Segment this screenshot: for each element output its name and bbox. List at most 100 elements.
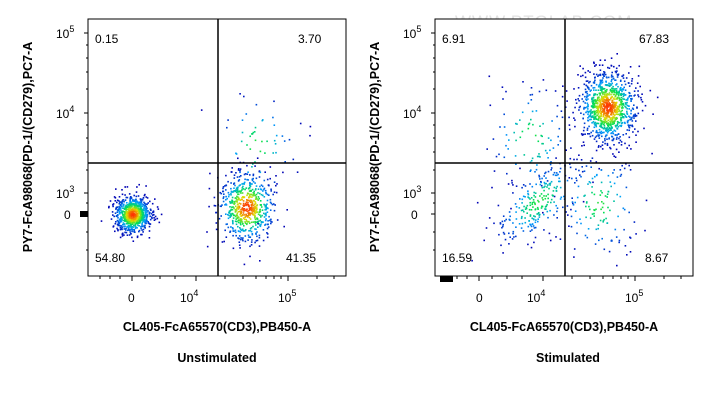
event-dot — [608, 67, 611, 69]
event-dot — [598, 100, 601, 102]
x-tick-label: 104 — [180, 288, 198, 305]
event-dot — [587, 133, 589, 135]
x-axis-title-stimulated: CL405-FcA65570(CD3),PB450-A — [470, 320, 658, 334]
event-dot — [497, 204, 500, 207]
event-dot — [531, 185, 534, 188]
event-dot — [531, 217, 533, 220]
event-dot — [569, 128, 571, 131]
event-dot — [606, 110, 609, 112]
event-dot — [593, 110, 595, 113]
event-dot — [275, 184, 277, 187]
event-dot — [555, 236, 557, 238]
event-dot — [130, 224, 132, 226]
event-dot — [253, 211, 256, 214]
event-dot — [252, 131, 255, 134]
event-dot — [553, 186, 556, 189]
event-dot — [242, 239, 244, 242]
event-dot — [309, 134, 311, 137]
event-dot — [518, 223, 521, 225]
event-dot — [612, 172, 614, 174]
event-dot — [605, 96, 607, 99]
event-dot — [136, 213, 138, 215]
event-dot — [156, 217, 159, 220]
event-dot — [252, 163, 254, 165]
event-dot — [582, 93, 584, 96]
event-dot — [606, 100, 608, 102]
event-dot — [145, 185, 147, 187]
event-dot — [486, 148, 488, 150]
event-dot — [607, 174, 610, 177]
event-dot — [132, 208, 135, 210]
event-dot — [603, 88, 606, 90]
event-dot — [253, 210, 256, 213]
event-dot — [252, 209, 255, 212]
event-dot — [230, 214, 232, 216]
event-dot — [237, 225, 239, 228]
event-dot — [250, 221, 253, 224]
event-dot — [244, 235, 247, 237]
event-dot — [593, 114, 596, 116]
event-dot — [236, 217, 239, 219]
event-dot — [587, 117, 589, 119]
event-dot — [255, 193, 258, 196]
event-dot — [138, 209, 141, 212]
event-dot — [130, 211, 132, 213]
event-dot — [535, 183, 537, 186]
event-dot — [520, 217, 523, 220]
event-dot — [521, 202, 523, 204]
event-dot — [640, 99, 643, 101]
event-dot — [583, 170, 586, 172]
event-dot — [134, 223, 137, 225]
event-dot — [256, 217, 258, 219]
event-dot — [574, 125, 576, 128]
event-dot — [574, 210, 577, 212]
event-dot — [125, 217, 128, 219]
event-dot — [607, 103, 609, 105]
event-dot — [603, 104, 606, 106]
event-dot — [273, 209, 276, 212]
event-dot — [116, 209, 119, 211]
event-dot — [230, 192, 232, 195]
event-dot — [603, 110, 606, 113]
event-dot — [524, 208, 527, 210]
event-dot — [591, 157, 594, 159]
event-dot — [215, 211, 217, 214]
event-dot — [539, 156, 541, 158]
event-dot — [548, 187, 550, 190]
event-dot — [118, 213, 121, 215]
event-dot — [620, 117, 623, 119]
event-dot — [616, 108, 618, 110]
event-dot — [130, 228, 132, 231]
event-dot — [130, 217, 132, 219]
event-dot — [600, 190, 602, 192]
event-dot — [131, 200, 134, 202]
event-dot — [583, 126, 586, 129]
event-dot — [570, 208, 572, 211]
event-dot — [259, 208, 261, 211]
event-dot — [118, 219, 121, 221]
event-dot — [615, 91, 617, 94]
event-dot — [127, 219, 129, 221]
event-dot — [637, 94, 639, 96]
event-dot — [506, 172, 508, 175]
event-dot — [573, 117, 575, 119]
event-dot — [130, 225, 133, 227]
event-dot — [601, 148, 604, 150]
event-dot — [582, 113, 585, 116]
event-dot — [138, 213, 141, 215]
event-dot — [628, 72, 630, 74]
event-dot — [591, 191, 593, 194]
event-dot — [254, 202, 257, 205]
event-dot — [116, 219, 119, 222]
event-dot — [236, 191, 238, 194]
event-dot — [607, 119, 609, 122]
event-dot — [601, 88, 603, 91]
event-dot — [264, 204, 266, 206]
event-dot — [606, 116, 608, 118]
event-dot — [597, 117, 600, 120]
event-dot — [140, 213, 143, 215]
event-dot — [534, 134, 537, 137]
event-dot — [236, 201, 238, 203]
event-dot — [603, 124, 606, 127]
event-dot — [233, 207, 235, 209]
